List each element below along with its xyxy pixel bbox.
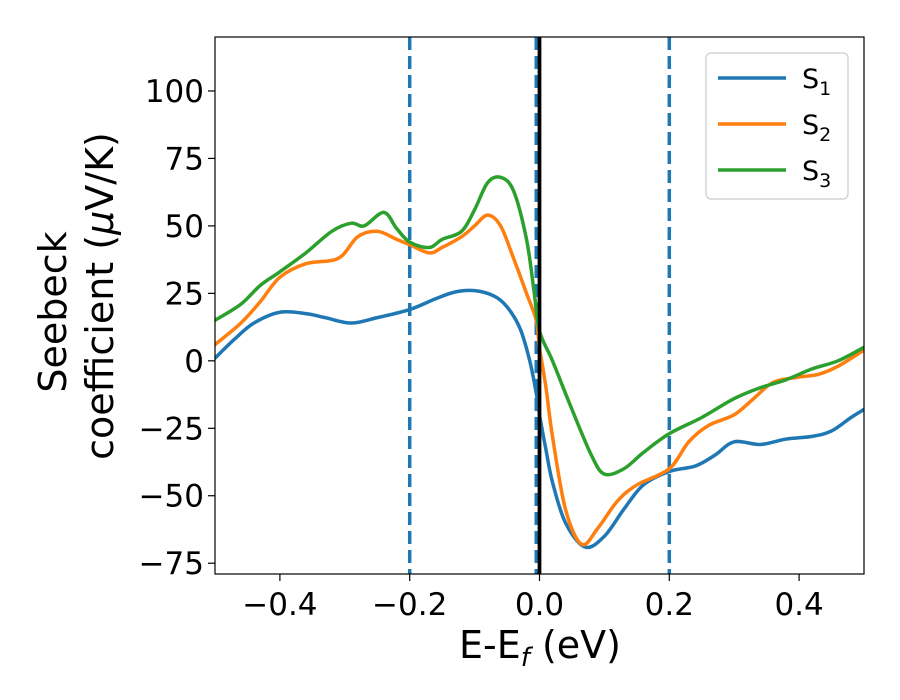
y-axis-label: Seebeck coefficient (μV/K) (31, 132, 122, 460)
y-axis-label-line1: Seebeck (31, 231, 75, 392)
plot-frame (214, 36, 865, 575)
y-tick-label: −25 (139, 411, 204, 447)
y-tick-label: 100 (145, 74, 204, 110)
x-tick-label: 0.0 (515, 587, 564, 623)
y-tick-label: 0 (184, 344, 204, 380)
axis-ticks: −0.4 −0.2 0.0 0.2 0.4 −75 −50 −25 0 25 50 75 100 (139, 74, 824, 623)
legend-box (705, 52, 849, 200)
x-tick-label: −0.2 (372, 587, 447, 623)
series-line-s3 (215, 175, 864, 477)
y-axis-label-suffix: V/K) (78, 132, 122, 211)
legend-label: S1 (802, 64, 831, 100)
series-lines (215, 37, 864, 574)
x-axis-label-main: E-E (459, 623, 521, 667)
y-axis-label-prefix: coefficient ( (78, 235, 122, 460)
x-tick-label: −0.4 (242, 587, 317, 623)
y-tick-label: −50 (139, 479, 204, 515)
y-tick-label: 50 (165, 209, 204, 245)
y-tick-label: −75 (139, 546, 204, 582)
y-tick-label: 25 (165, 276, 204, 312)
legend-label: S2 (802, 110, 831, 146)
y-tick-label: 75 (165, 141, 204, 177)
x-axis-label-unit: (eV) (530, 623, 621, 667)
x-tick-label: 0.4 (774, 587, 823, 623)
y-axis-label-mu: μ (78, 211, 122, 236)
x-tick-label: 0.2 (645, 587, 694, 623)
y-axis-label-line2: coefficient (μV/K) (78, 132, 122, 460)
legend-label: S3 (802, 156, 831, 192)
x-axis-label: E-Ef (eV) (459, 623, 621, 673)
legend: S1 S2 S3 (705, 52, 849, 200)
